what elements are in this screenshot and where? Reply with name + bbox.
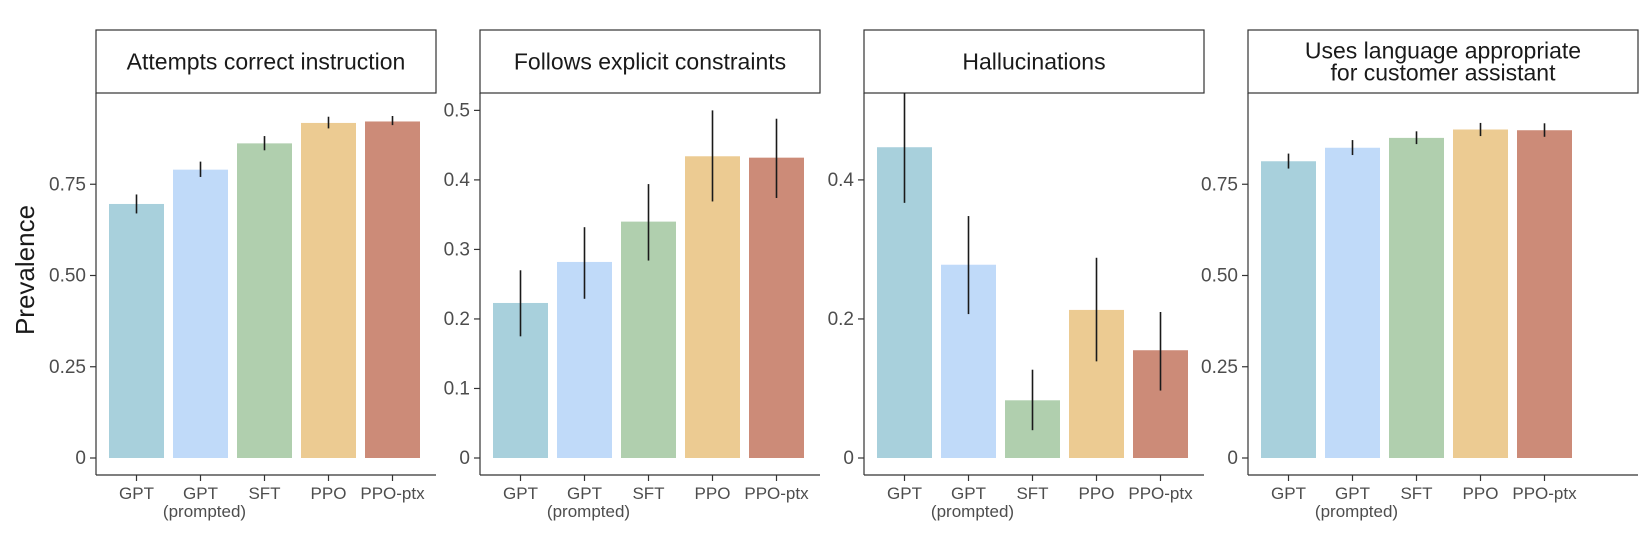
x-tick-label: GPT [119,484,154,503]
panel-title-box [95,29,437,94]
panel-title: Follows explicit constraints [514,49,786,75]
x-tick-label: SFT [1400,484,1432,503]
bar-ppo-ptx [365,121,420,458]
panel-title: Attempts correct instruction [127,49,406,75]
bar-sft [621,221,676,458]
bar-sft [237,143,292,458]
bar-gpt [1261,161,1316,458]
x-tick-sublabel: (prompted) [1315,502,1398,521]
x-tick-label: PPO-ptx [360,484,425,503]
y-tick-label: 0.25 [1201,357,1238,378]
x-tick-label: PPO-ptx [744,484,809,503]
y-axis-label: Prevalence [10,205,40,335]
bar-ppo-ptx [1517,130,1572,459]
bar-ppo [1453,129,1508,458]
x-tick-sublabel: (prompted) [931,502,1014,521]
x-tick-label: GPT [1271,484,1306,503]
x-tick-sublabel: (prompted) [547,502,630,521]
x-tick-label: PPO [695,484,731,503]
x-tick-label: GPT [183,484,218,503]
x-tick-label: PPO [311,484,347,503]
y-tick-label: 0.2 [828,309,854,330]
x-tick-label: SFT [248,484,280,503]
x-tick-label: PPO [1463,484,1499,503]
y-tick-label: 0.50 [49,266,86,287]
x-tick-label: GPT [951,484,986,503]
panel-1: Attempts correct instruction 0 0.25 0.50 0.7… [49,29,437,521]
panel-title-box [1247,29,1639,94]
y-tick-label: 0 [1227,448,1238,469]
bar-ppo [685,156,740,458]
y-tick-label: 0.75 [1201,174,1238,195]
y-tick-label: 0.1 [444,378,470,399]
x-tick-label: GPT [503,484,538,503]
panel-2: Follows explicit constraints 0 0.1 0.2 0.3 0.… [444,29,821,521]
bar-gpt-prompted [173,169,228,458]
y-tick-label: 0 [75,448,86,469]
y-tick-label: 0.2 [444,309,470,330]
x-tick-label: GPT [567,484,602,503]
panel-title: for customer assistant [1331,60,1557,86]
y-tick-label: 0.75 [49,174,86,195]
y-tick-label: 0.5 [444,100,470,121]
y-tick-label: 0.3 [444,239,470,260]
panel-title-box [863,29,1205,94]
y-tick-label: 0 [459,448,470,469]
x-tick-label: SFT [632,484,664,503]
panel-title-box [479,29,821,94]
panel-title: Uses language appropriate [1305,38,1581,64]
bar-ppo-ptx [749,157,804,458]
y-tick-label: 0.4 [444,170,471,191]
bar-gpt [109,203,164,458]
y-tick-label: 0.50 [1201,266,1238,287]
x-tick-label: PPO-ptx [1128,484,1193,503]
bar-ppo [301,122,356,459]
y-tick-label: 0 [843,448,854,469]
x-tick-label: GPT [887,484,922,503]
panel-title: Hallucinations [962,49,1105,75]
y-tick-label: 0.25 [49,357,86,378]
x-tick-sublabel: (prompted) [163,502,246,521]
bar-sft [1389,137,1444,458]
x-tick-label: PPO-ptx [1512,484,1577,503]
y-tick-label: 0.4 [828,170,855,191]
x-tick-label: SFT [1016,484,1048,503]
bar-gpt-prompted [1325,147,1380,458]
x-tick-label: PPO [1079,484,1115,503]
x-tick-label: GPT [1335,484,1370,503]
